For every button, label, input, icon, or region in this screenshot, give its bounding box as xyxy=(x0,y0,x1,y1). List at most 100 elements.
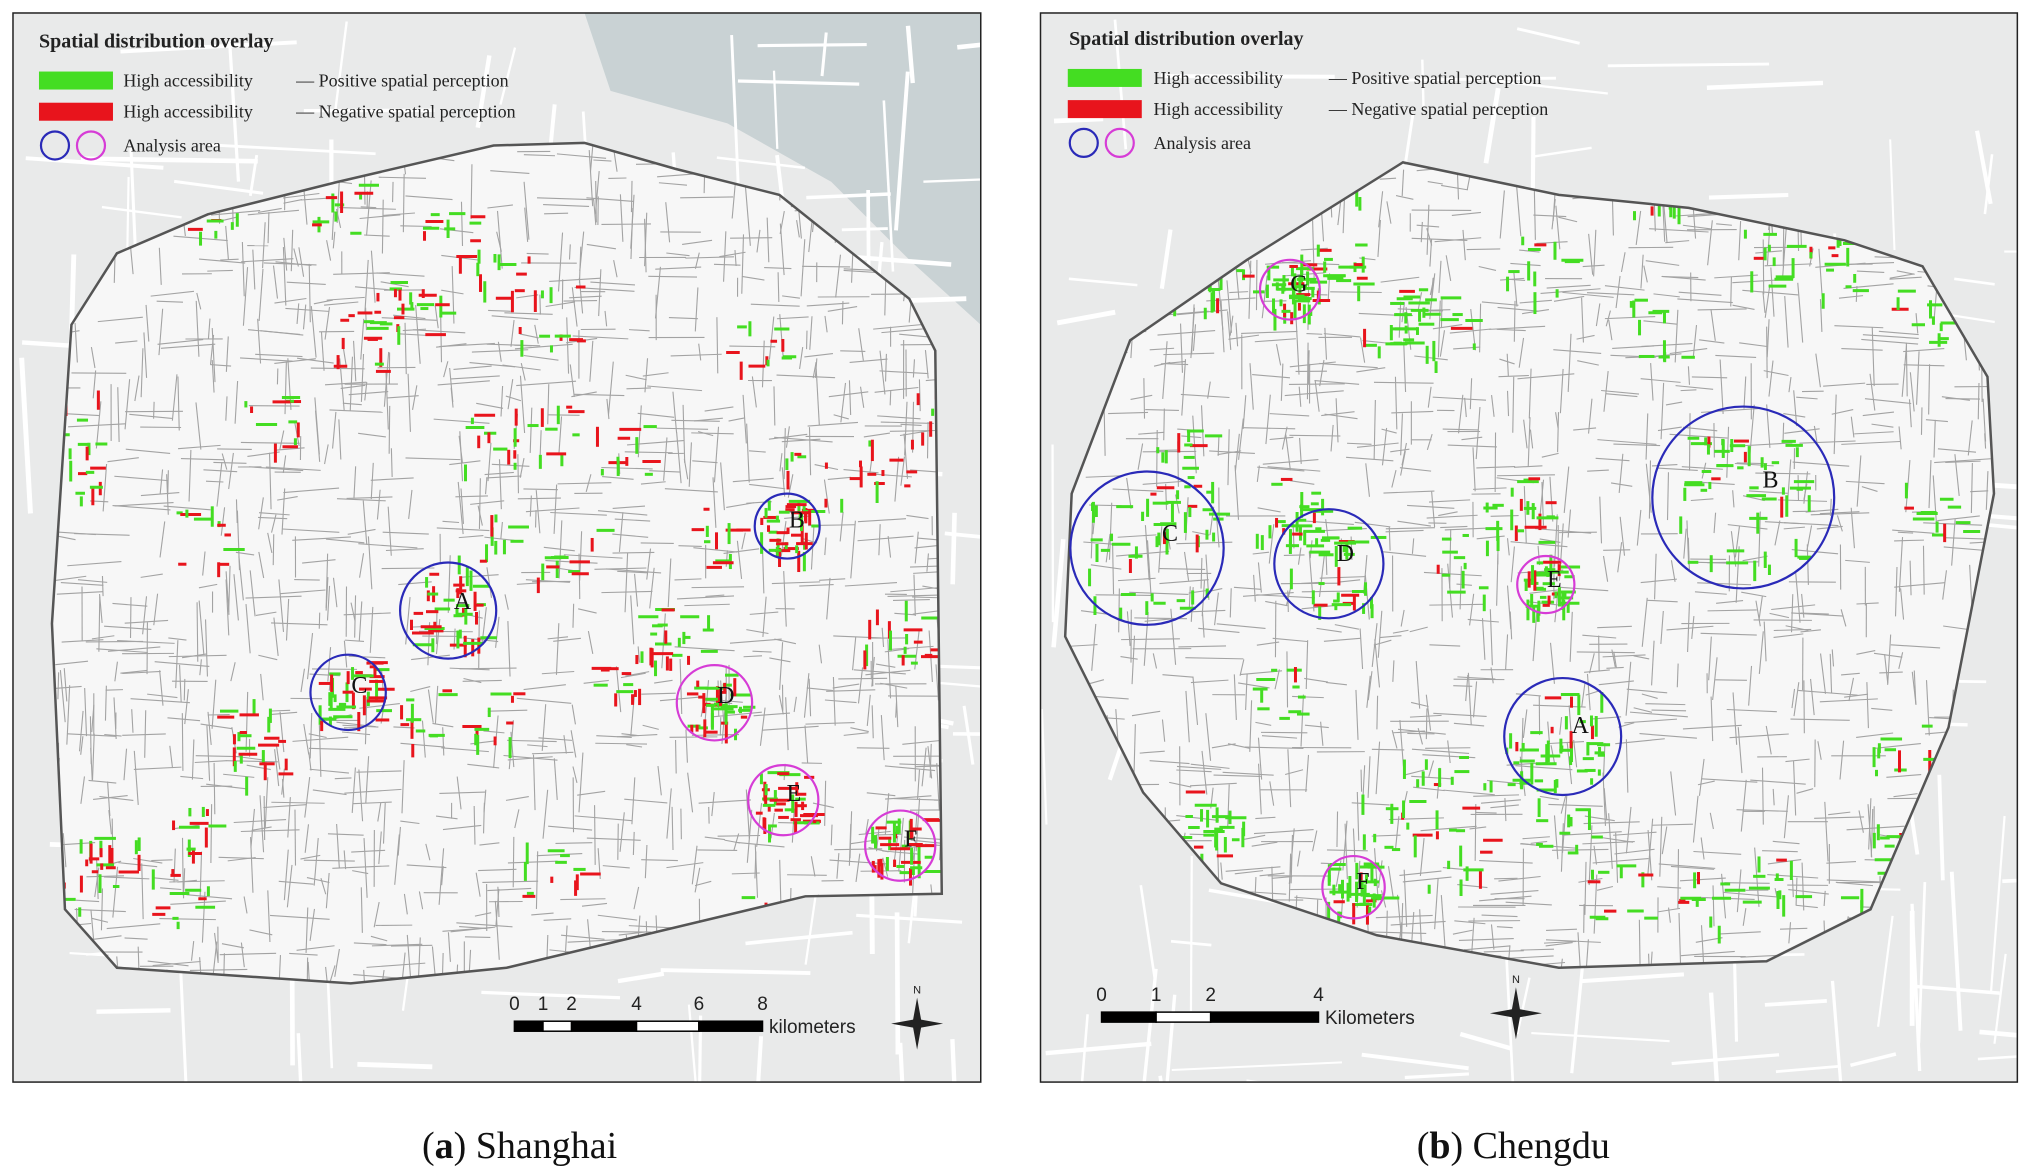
road xyxy=(526,252,549,255)
road xyxy=(863,432,891,438)
road xyxy=(1610,482,1633,487)
road xyxy=(285,307,329,312)
road xyxy=(1211,743,1236,749)
road xyxy=(656,427,709,430)
road xyxy=(516,582,541,585)
road xyxy=(1220,300,1225,353)
road xyxy=(1887,634,1892,685)
road xyxy=(462,637,499,643)
road xyxy=(779,642,784,690)
road xyxy=(494,900,500,960)
road xyxy=(1678,913,1682,968)
road xyxy=(331,211,335,240)
road xyxy=(1249,700,1253,752)
road xyxy=(1347,442,1372,445)
road xyxy=(378,831,382,865)
road xyxy=(1657,467,1698,471)
road xyxy=(1433,712,1487,718)
road xyxy=(1848,677,1855,702)
road xyxy=(325,577,329,611)
road xyxy=(390,448,393,478)
road xyxy=(563,554,623,559)
road xyxy=(1615,832,1619,883)
road xyxy=(255,353,303,358)
outer-road xyxy=(772,70,779,149)
road xyxy=(756,229,761,253)
road xyxy=(848,823,852,866)
road xyxy=(644,218,647,273)
road xyxy=(1428,760,1435,777)
caption-part: ( xyxy=(1417,1125,1430,1167)
road xyxy=(364,259,369,314)
road xyxy=(450,375,500,380)
road xyxy=(762,596,767,638)
road xyxy=(457,481,464,535)
road xyxy=(1163,352,1215,356)
road xyxy=(1758,596,1763,621)
road xyxy=(462,679,502,682)
road xyxy=(802,265,851,268)
road xyxy=(572,335,629,340)
road xyxy=(713,263,741,266)
road xyxy=(1475,406,1481,460)
panel-frame xyxy=(12,12,982,1083)
road xyxy=(425,843,431,861)
road xyxy=(1549,642,1555,684)
road xyxy=(245,595,302,599)
road xyxy=(1286,651,1289,708)
road xyxy=(1417,727,1424,745)
road xyxy=(352,870,369,875)
road xyxy=(388,405,391,454)
road xyxy=(1161,719,1166,742)
road xyxy=(1617,542,1623,573)
road xyxy=(1942,570,1948,600)
road xyxy=(1440,296,1443,328)
road xyxy=(633,886,640,910)
road xyxy=(519,333,539,339)
road xyxy=(1647,818,1654,875)
road xyxy=(248,466,304,472)
road xyxy=(220,507,226,536)
road xyxy=(571,704,576,725)
road xyxy=(495,616,500,648)
outer-road xyxy=(687,1004,697,1083)
road xyxy=(365,307,367,331)
road xyxy=(1323,637,1361,642)
road xyxy=(342,724,379,728)
legend-title: Spatial distribution overlay xyxy=(39,31,273,53)
analysis-area xyxy=(309,653,387,732)
road xyxy=(1190,782,1237,787)
road xyxy=(1438,260,1442,293)
road xyxy=(694,252,700,269)
road xyxy=(1937,515,1980,522)
road xyxy=(1829,653,1833,694)
area-label: E xyxy=(786,781,801,807)
road xyxy=(326,585,331,621)
road xyxy=(257,207,282,213)
road xyxy=(169,745,174,769)
road xyxy=(97,316,143,323)
road xyxy=(91,704,95,733)
road xyxy=(1840,609,1847,627)
road xyxy=(1379,177,1397,180)
road xyxy=(332,411,337,449)
outer-road xyxy=(1489,79,1608,95)
analysis-area xyxy=(1651,405,1836,590)
road xyxy=(781,467,786,497)
road xyxy=(1584,939,1589,968)
road xyxy=(442,727,445,756)
road xyxy=(1426,514,1478,519)
road xyxy=(1829,498,1832,516)
road xyxy=(1529,429,1534,449)
road xyxy=(177,879,197,883)
road xyxy=(470,500,505,505)
road xyxy=(62,833,67,868)
road xyxy=(1548,803,1603,807)
road xyxy=(1411,775,1452,780)
outer-road xyxy=(1708,192,1789,200)
road xyxy=(1241,330,1298,334)
road xyxy=(1401,302,1406,323)
outer-road xyxy=(120,40,297,54)
